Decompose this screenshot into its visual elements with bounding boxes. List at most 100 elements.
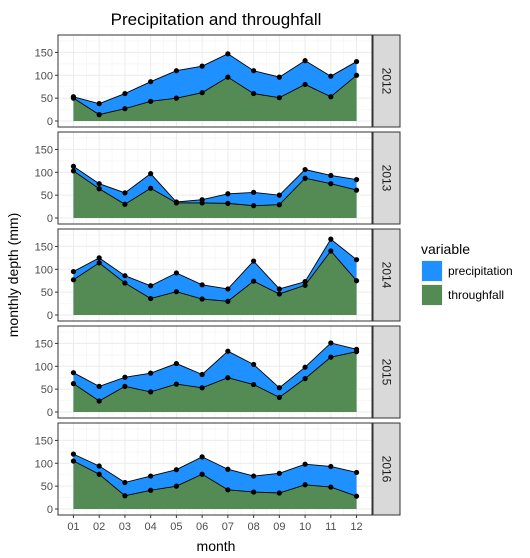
precipitation-line xyxy=(73,342,357,389)
chart-title: Precipitation and throughfall xyxy=(111,10,322,29)
precipitation-point xyxy=(122,190,128,196)
x-tick-label: 12 xyxy=(350,521,362,533)
precipitation-point xyxy=(302,279,308,285)
legend-swatch-precipitation xyxy=(422,261,442,281)
facet-strip xyxy=(372,422,401,516)
facet-strip xyxy=(372,34,401,128)
throughfall-area xyxy=(73,75,357,121)
throughfall-point xyxy=(225,74,231,80)
precipitation-point xyxy=(122,273,128,279)
throughfall-area xyxy=(73,251,357,315)
precipitation-point xyxy=(70,451,77,457)
precipitation-point xyxy=(199,63,205,69)
throughfall-point xyxy=(302,376,308,382)
precipitation-point xyxy=(353,257,360,263)
y-tick-label: 150 xyxy=(35,241,53,253)
throughfall-point xyxy=(96,471,102,477)
throughfall-point xyxy=(276,394,282,400)
precipitation-point xyxy=(225,466,231,472)
precipitation-point xyxy=(148,171,154,177)
throughfall-point xyxy=(353,278,360,284)
x-tick-label: 06 xyxy=(196,521,208,533)
throughfall-line xyxy=(73,250,357,302)
throughfall-area xyxy=(73,351,357,412)
x-tick-label: 10 xyxy=(299,521,311,533)
throughfall-point xyxy=(70,168,77,174)
throughfall-point xyxy=(251,90,257,97)
precipitation-line xyxy=(73,453,357,483)
throughfall-point xyxy=(276,202,282,208)
facet-strip xyxy=(372,325,401,419)
precipitation-point xyxy=(199,282,205,288)
throughfall-point xyxy=(70,458,77,464)
throughfall-point xyxy=(70,381,77,387)
precipitation-point xyxy=(328,73,334,79)
precipitation-point xyxy=(251,361,257,368)
precipitation-point xyxy=(276,74,282,80)
throughfall-point xyxy=(122,383,128,389)
precipitation-point xyxy=(225,51,231,57)
x-tick-label: 08 xyxy=(247,521,259,533)
y-tick-label: 100 xyxy=(35,167,53,179)
precipitation-point xyxy=(148,283,154,289)
precipitation-point xyxy=(251,189,257,195)
x-tick-label: 04 xyxy=(145,521,157,533)
throughfall-point xyxy=(225,298,231,304)
throughfall-point xyxy=(122,201,128,207)
y-tick-label: 0 xyxy=(47,116,53,128)
y-tick-label: 150 xyxy=(35,47,53,59)
facet-strip-label: 2013 xyxy=(380,165,394,192)
facet-strip xyxy=(372,228,401,322)
y-tick-label: 150 xyxy=(35,435,53,447)
precipitation-point xyxy=(276,470,282,476)
panel-border xyxy=(57,131,373,225)
precipitation-point xyxy=(353,177,360,183)
throughfall-point xyxy=(302,81,308,88)
throughfall-point xyxy=(122,106,128,112)
precipitation-point xyxy=(225,191,231,197)
throughfall-area xyxy=(73,461,357,509)
precipitation-point xyxy=(70,268,77,275)
precipitation-point xyxy=(96,255,102,261)
throughfall-point xyxy=(328,94,334,100)
precipitation-point xyxy=(276,286,282,292)
y-tick-label: 100 xyxy=(35,264,53,276)
throughfall-point xyxy=(328,354,334,360)
precipitation-point xyxy=(302,166,308,173)
throughfall-point xyxy=(199,385,205,391)
y-tick-label: 100 xyxy=(35,70,53,82)
x-tick-label: 03 xyxy=(119,521,131,533)
precipitation-point xyxy=(96,383,102,389)
precipitation-point xyxy=(70,370,77,376)
throughfall-point xyxy=(148,98,154,104)
facet-strip-label: 2015 xyxy=(380,359,394,386)
throughfall-line xyxy=(73,351,357,402)
precipitation-point xyxy=(122,90,128,97)
precipitation-point xyxy=(225,286,231,292)
legend-title: variable xyxy=(421,241,470,257)
panel-border xyxy=(57,325,373,419)
throughfall-point xyxy=(199,471,205,477)
throughfall-point xyxy=(251,278,257,284)
precipitation-point xyxy=(173,360,179,367)
precipitation-point xyxy=(353,58,360,65)
throughfall-point xyxy=(302,482,308,488)
facet-strip-label: 2012 xyxy=(380,68,394,95)
legend-swatch-throughfall xyxy=(422,285,442,305)
panel-2015: 0 50 100 150 2015 xyxy=(35,325,401,419)
precipitation-point xyxy=(251,258,257,264)
throughfall-point xyxy=(225,200,231,206)
facet-strip-label: 2016 xyxy=(380,456,394,483)
precipitation-point xyxy=(276,385,282,391)
y-tick-label: 0 xyxy=(47,310,53,322)
precipitation-point xyxy=(302,461,308,467)
throughfall-point xyxy=(225,487,231,493)
throughfall-point xyxy=(199,200,205,206)
throughfall-line xyxy=(73,170,357,207)
y-tick-label: 0 xyxy=(47,407,53,419)
x-tick-label: 05 xyxy=(170,521,182,533)
x-axis-label: month xyxy=(197,538,236,554)
precipitation-line xyxy=(73,53,357,105)
throughfall-point xyxy=(328,484,334,490)
precipitation-point xyxy=(173,467,179,473)
